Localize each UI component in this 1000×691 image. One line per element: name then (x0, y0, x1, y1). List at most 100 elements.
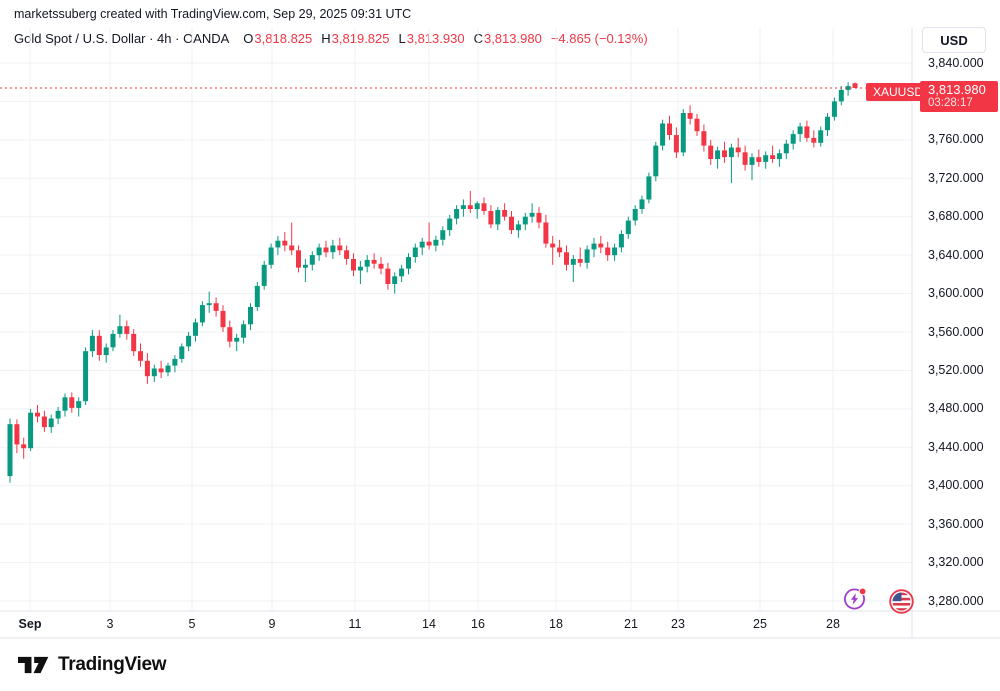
last-price-value: 3,813.980 (928, 82, 986, 97)
high-key: H (321, 31, 331, 46)
candle (756, 149, 762, 167)
candle (48, 414, 54, 433)
candle (742, 145, 748, 171)
candle (467, 190, 473, 213)
candle (96, 330, 102, 361)
candle (584, 245, 590, 269)
candle (83, 347, 89, 405)
candle (454, 205, 460, 225)
change-value: −4.865 (−0.13%) (550, 31, 648, 46)
candle (536, 207, 542, 229)
candle (406, 253, 411, 275)
candle (261, 260, 267, 290)
candle (399, 264, 405, 282)
candle (570, 255, 576, 282)
price-axis-label: 3,640.000 (928, 247, 984, 262)
candle (838, 86, 844, 106)
candle (440, 226, 446, 246)
candle (248, 303, 253, 331)
candle (550, 235, 556, 265)
candle (735, 137, 741, 158)
candle (618, 230, 624, 253)
candle (227, 320, 233, 348)
candle (577, 247, 583, 267)
candle (680, 109, 686, 157)
candle (103, 343, 109, 363)
candle (770, 145, 776, 163)
currency-toggle[interactable]: USD (922, 27, 986, 53)
candle (797, 122, 803, 142)
candle (206, 291, 212, 313)
tradingview-logo-mark (18, 656, 49, 674)
candle (811, 130, 817, 148)
candle (385, 262, 391, 290)
candle (515, 220, 521, 238)
candle (818, 126, 824, 147)
candle (687, 105, 693, 125)
candle (158, 360, 164, 379)
candle (7, 418, 13, 483)
candle (488, 205, 494, 229)
time-axis-label: 9 (268, 617, 276, 631)
candle (667, 115, 672, 140)
tradingview-logo[interactable]: TradingView (18, 651, 167, 679)
candle (701, 124, 707, 152)
candle (694, 113, 700, 136)
candle (426, 222, 432, 250)
candle (598, 235, 604, 254)
candle (62, 393, 68, 417)
price-axis-label: 3,280.000 (928, 593, 984, 608)
candle (186, 332, 192, 352)
candle (673, 127, 679, 159)
candle (41, 410, 47, 432)
symbol-title: Gold Spot / U.S. Dollar · 4h · OANDA (14, 31, 230, 46)
candle (776, 149, 782, 167)
price-axis-label: 3,320.000 (928, 555, 984, 570)
price-axis-label: 3,360.000 (928, 516, 984, 531)
price-axis-label: 3,840.000 (928, 55, 984, 70)
candle (344, 245, 350, 265)
high-value: 3,819.825 (331, 31, 390, 46)
price-axis-label: 3,720.000 (928, 170, 984, 185)
candle (460, 199, 466, 217)
last-price-tag: 3,813.980 03:28:17 (920, 81, 998, 112)
candle (364, 255, 370, 273)
candle (728, 143, 734, 184)
time-axis-label: 18 (549, 617, 563, 631)
candle (433, 235, 439, 252)
low-key: L (398, 31, 406, 46)
candle (845, 82, 851, 96)
candle (330, 239, 336, 259)
candle (447, 214, 453, 236)
us-flag-icon[interactable] (888, 588, 915, 615)
price-axis-label: 3,680.000 (928, 209, 984, 224)
candle (804, 120, 810, 142)
candle (852, 82, 858, 88)
candle (481, 197, 487, 215)
lightning-ideas-icon[interactable] (842, 585, 869, 612)
price-axis-label: 3,600.000 (928, 286, 984, 301)
candle (715, 146, 721, 169)
candle (179, 343, 185, 363)
time-axis-label: 28 (826, 617, 840, 631)
price-axis-label: 3,520.000 (928, 362, 984, 377)
bar-countdown: 03:28:17 (928, 97, 973, 109)
candle (89, 330, 95, 357)
candle (151, 364, 157, 382)
candle (790, 130, 796, 150)
time-axis-label: 16 (471, 617, 485, 631)
candle (268, 243, 274, 269)
candle (783, 139, 789, 160)
candle (412, 243, 418, 263)
candle (763, 151, 769, 169)
open-key: O (243, 31, 254, 46)
candle (708, 139, 714, 165)
candle (55, 406, 61, 425)
candle (282, 232, 288, 252)
candle (35, 405, 40, 423)
candle (419, 237, 425, 256)
candle (509, 211, 514, 234)
low-value: 3,813.930 (406, 31, 465, 46)
